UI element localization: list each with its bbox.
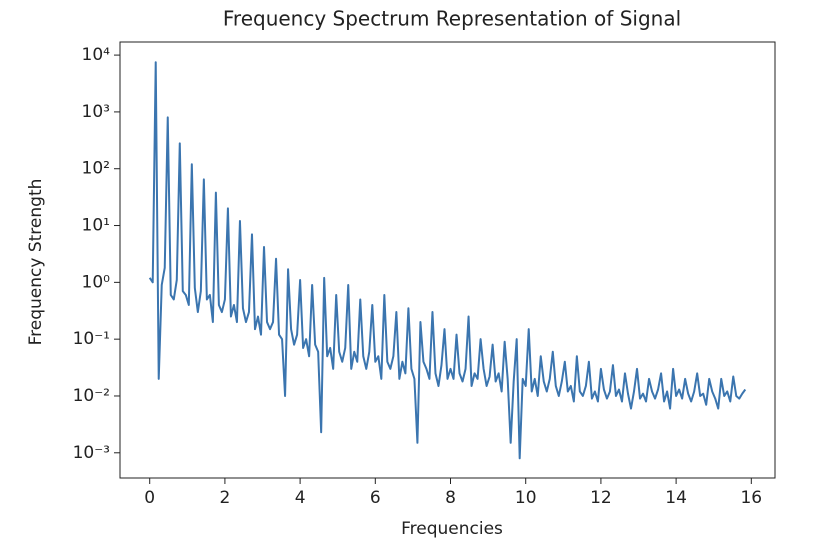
x-tick-label: 12 (590, 488, 612, 508)
y-tick-label: 10⁴ (82, 45, 111, 65)
y-tick-label: 10³ (82, 102, 110, 122)
x-tick-label: 10 (515, 488, 537, 508)
y-tick-label: 10⁰ (82, 272, 111, 292)
x-tick-label: 6 (370, 488, 381, 508)
x-tick-label: 14 (665, 488, 687, 508)
spectrum-line (148, 61, 747, 460)
x-tick-label: 0 (144, 488, 155, 508)
x-axis-label: Frequencies (401, 519, 503, 539)
plot-frame (119, 41, 776, 479)
y-tick-label: 10² (82, 159, 110, 179)
chart-title: Frequency Spectrum Representation of Sig… (223, 7, 681, 31)
y-tick-label: 10¹ (82, 216, 110, 236)
y-tick-label: 10⁻³ (73, 443, 110, 463)
x-tick-label: 8 (445, 488, 456, 508)
y-axis-label: Frequency Strength (26, 179, 46, 346)
y-tick-label: 10⁻² (73, 386, 110, 406)
x-tick-label: 16 (740, 488, 762, 508)
y-tick-label: 10⁻¹ (73, 329, 110, 349)
x-tick-label: 2 (219, 488, 230, 508)
x-tick-label: 4 (295, 488, 306, 508)
